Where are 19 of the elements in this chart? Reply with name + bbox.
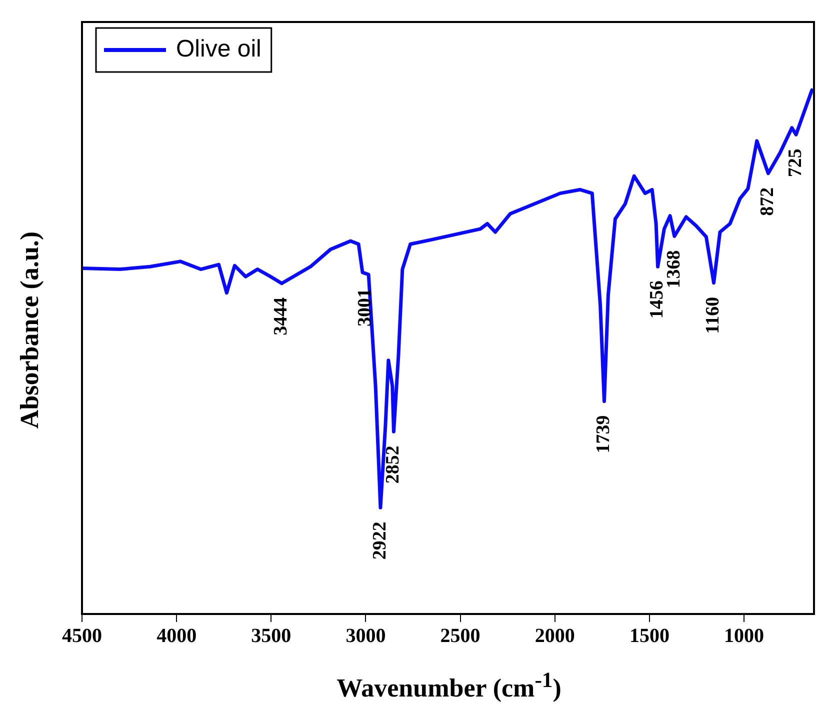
legend-label: Olive oil [176,36,262,63]
x-tick-label: 2500 [440,625,480,648]
annotation: 1739 [593,415,614,454]
y-axis-title: Absorbance (a.u.) [15,231,45,429]
x-tick-label: 1000 [724,625,764,648]
annotation: 3444 [270,296,292,336]
x-tick-label: 2000 [534,625,575,648]
annotation: 2922 [369,522,390,560]
annotation: 1160 [702,296,724,334]
x-tick-label: 4500 [62,625,102,648]
x-tick-label: 4000 [156,625,197,648]
x-tick-label: 3000 [346,625,386,648]
annotation: 725 [784,148,806,178]
x-axis-title: Wavenumber (cm$^{-1}$) [336,668,562,704]
x-tick-label: 1500 [629,625,670,648]
annotation: 872 [757,187,778,216]
x-tick-label: 3500 [251,625,292,648]
annotation: 2852 [382,446,404,484]
annotation: 3001 [354,288,376,327]
